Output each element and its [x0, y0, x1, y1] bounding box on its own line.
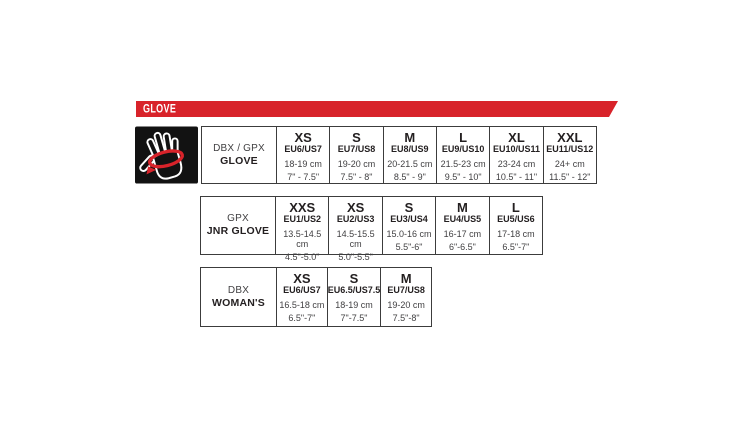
size-eu-us: EU6.5/US7.5 [327, 285, 381, 295]
size-table-gpx-jnr-glove: GPX JNR GLOVE XXS EU1/US2 13.5-14.5 cm 4… [200, 196, 543, 262]
table-label-line1: GPX [227, 213, 249, 224]
hand-measure-svg [135, 126, 198, 184]
size-inches: 4.5"-5.0" [284, 252, 320, 262]
size-cm: 19-20 cm [337, 159, 376, 169]
size-name: S [404, 200, 414, 215]
size-inches: 6"-6.5" [448, 242, 476, 252]
table-label-line1: DBX [227, 284, 250, 296]
size-column: L EU5/US6 17-18 cm 6.5"-7" [488, 197, 542, 254]
size-eu-us: EU7/US8 [387, 285, 425, 295]
size-name: M [457, 200, 468, 215]
size-eu-us: EU5/US6 [497, 214, 535, 224]
size-inches: 11.5" - 12" [549, 172, 591, 182]
size-cm: 17-18 cm [497, 229, 535, 239]
glove-section-banner: GLOVE [136, 101, 618, 117]
size-name: XS [293, 271, 311, 286]
size-inches: 7.5" - 8" [340, 172, 373, 182]
banner-title: GLOVE [143, 102, 177, 116]
size-column: XS EU2/US3 14.5-15.5 cm 5.0"-5.5" [328, 197, 381, 262]
size-cm: 21.5-23 cm [440, 159, 486, 169]
size-column: XXS EU1/US2 13.5-14.5 cm 4.5"-5.0" [275, 197, 328, 262]
size-column: XL EU10/US11 23-24 cm 10.5" - 11" [489, 127, 542, 183]
size-column: M EU8/US9 20-21.5 cm 8.5" - 9" [382, 127, 436, 183]
table-label-line2: GLOVE [220, 154, 258, 167]
size-inches: 5.0"-5.5" [338, 252, 373, 262]
size-cm: 18-19 cm [335, 300, 373, 310]
size-table-dbx-womans: DBX WOMAN'S XS EU6/US7 16.5-18 cm 6.5"-7… [200, 267, 432, 327]
size-column: L EU9/US10 21.5-23 cm 9.5" - 10" [435, 127, 489, 183]
size-column: M EU7/US8 19-20 cm 7.5"-8" [380, 268, 431, 326]
size-eu-us: EU3/US4 [390, 214, 428, 224]
size-column: S EU7/US8 19-20 cm 7.5" - 8" [329, 127, 382, 183]
size-name: XXL [557, 130, 583, 145]
size-inches: 9.5" - 10" [444, 172, 482, 182]
size-eu-us: EU4/US5 [443, 214, 482, 224]
size-inches: 8.5" - 9" [393, 172, 426, 182]
size-cm: 20-21.5 cm [387, 159, 433, 169]
size-cm: 18-19 cm [284, 159, 322, 169]
table-label: GPX JNR GLOVE [201, 197, 275, 254]
size-eu-us: EU10/US11 [492, 144, 540, 154]
table-label-line2: WOMAN'S [212, 296, 265, 309]
size-column: M EU4/US5 16-17 cm 6"-6.5" [435, 197, 488, 254]
size-eu-us: EU6/US7 [284, 144, 322, 154]
size-name: L [511, 200, 520, 215]
size-inches: 7"-7.5" [340, 313, 368, 323]
size-name: XS [346, 200, 365, 215]
size-cm: 13.5-14.5 cm [283, 229, 322, 249]
size-table-dbx-gpx-glove: DBX / GPX GLOVE XS EU6/US7 18-19 cm 7" -… [201, 126, 597, 184]
size-name: L [459, 130, 468, 145]
size-cm: 16.5-18 cm [279, 300, 325, 310]
size-cm: 15.0-16 cm [386, 229, 432, 239]
size-inches: 7" - 7.5" [287, 172, 320, 182]
size-column: XXL EU11/US12 24+ cm 11.5" - 12" [542, 127, 596, 183]
table-label: DBX / GPX GLOVE [202, 127, 276, 183]
size-column: XS EU6/US7 16.5-18 cm 6.5"-7" [276, 268, 327, 326]
size-name: S [352, 130, 361, 145]
size-cm: 16-17 cm [443, 229, 482, 239]
size-eu-us: EU2/US3 [336, 214, 375, 224]
hand-measure-icon [135, 126, 198, 184]
size-cm: 19-20 cm [387, 300, 425, 310]
size-eu-us: EU7/US8 [337, 144, 376, 154]
size-name: M [404, 130, 416, 145]
size-eu-us: EU8/US9 [391, 144, 429, 154]
size-eu-us: EU1/US2 [283, 214, 321, 224]
size-inches: 5.5"-6" [395, 242, 423, 252]
size-inches: 6.5"-7" [502, 242, 530, 252]
size-inches: 10.5" - 11" [495, 172, 538, 182]
table-label-line2: JNR GLOVE [206, 225, 270, 237]
size-name: XS [294, 130, 312, 145]
table-label-line1: DBX / GPX [213, 142, 265, 154]
size-cm: 14.5-15.5 cm [336, 229, 375, 249]
size-column: S EU6.5/US7.5 18-19 cm 7"-7.5" [326, 268, 381, 326]
size-eu-us: EU11/US12 [546, 144, 594, 154]
size-inches: 6.5"-7" [288, 313, 316, 323]
size-cm: 23-24 cm [497, 159, 536, 169]
size-name: S [349, 271, 359, 286]
size-inches: 7.5"-8" [392, 313, 420, 323]
size-name: XL [508, 130, 525, 145]
size-column: XS EU6/US7 18-19 cm 7" - 7.5" [276, 127, 329, 183]
size-cm: 24+ cm [554, 159, 585, 169]
size-name: M [400, 271, 412, 286]
size-eu-us: EU9/US10 [441, 144, 485, 154]
size-name: XXS [289, 200, 316, 215]
size-column: S EU3/US4 15.0-16 cm 5.5"-6" [381, 197, 435, 254]
size-eu-us: EU6/US7 [283, 285, 321, 295]
table-label: DBX WOMAN'S [201, 268, 276, 326]
